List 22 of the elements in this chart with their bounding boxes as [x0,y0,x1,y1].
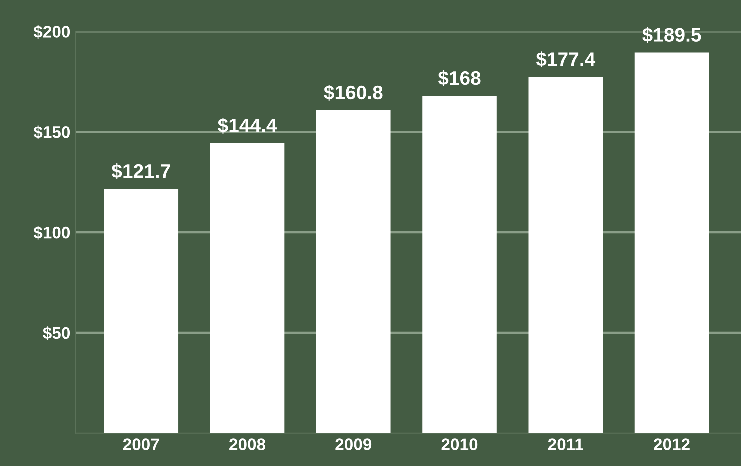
bar [422,96,497,434]
x-tick-label: 2009 [336,438,372,450]
x-tick-label: 2008 [230,438,266,450]
bar [104,188,179,434]
data-label: $121.7 [112,164,170,180]
bar [528,77,604,434]
y-tick-label: $150 [34,126,70,140]
data-label: $189.5 [642,27,702,44]
x-tick-label: 2011 [548,438,584,450]
y-tick-label: $100 [34,226,70,240]
y-tick-label: $50 [43,326,70,340]
bar [210,143,285,434]
data-label: $177.4 [536,52,596,68]
bar [316,110,391,434]
x-tick-label: 2010 [442,438,478,450]
x-tick-label: 2012 [654,438,690,450]
data-label: $160.8 [324,85,383,101]
y-tick-label: $200 [34,25,70,39]
bar [634,52,710,434]
data-label: $144.4 [218,118,278,134]
data-label: $168 [438,70,481,86]
x-tick-label: 2007 [123,438,160,450]
